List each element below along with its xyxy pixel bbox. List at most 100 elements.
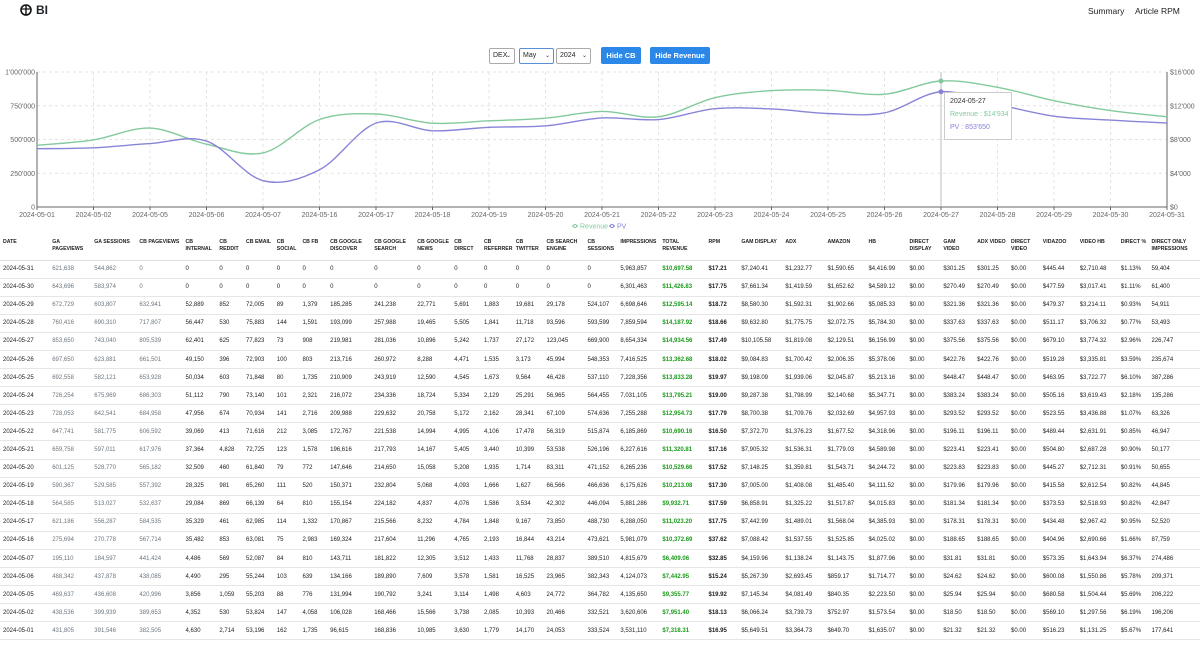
table-cell: $0.00 bbox=[1008, 296, 1040, 315]
column-header[interactable]: CB DIRECT bbox=[451, 236, 481, 261]
table-cell: $1,376.23 bbox=[782, 422, 825, 442]
table-cell: 42,302 bbox=[543, 495, 585, 514]
column-header[interactable]: AMAZON bbox=[824, 236, 866, 261]
column-header[interactable]: DIRECT DISPLAY bbox=[906, 236, 941, 261]
table-cell: 530 bbox=[216, 314, 244, 333]
column-header[interactable]: VIDAZOO bbox=[1039, 236, 1077, 261]
table-cell: 8,654,334 bbox=[617, 332, 660, 351]
column-header[interactable]: GAM VIDEO bbox=[940, 236, 975, 261]
table-cell: $3,706.32 bbox=[1076, 314, 1118, 333]
table-cell: 6,301,463 bbox=[617, 278, 660, 297]
table-cell: 5,068 bbox=[414, 477, 452, 496]
table-cell: 692,558 bbox=[49, 368, 92, 388]
site-select[interactable]: DEX ⌄ bbox=[489, 48, 515, 64]
column-header[interactable]: VIDEO HB bbox=[1076, 236, 1118, 261]
column-header[interactable]: DIRECT ONLY IMPRESSIONS bbox=[1148, 236, 1200, 261]
year-select[interactable]: 2024 ⌄ bbox=[556, 48, 591, 64]
x-tick-label: 2024-05-22 bbox=[641, 212, 677, 219]
column-header[interactable]: CB FB bbox=[299, 236, 328, 261]
column-header[interactable]: HB bbox=[865, 236, 907, 261]
table-cell: $1,525.85 bbox=[824, 531, 866, 551]
tooltip-revenue: Revenue : $14'934 bbox=[950, 111, 1009, 118]
column-header[interactable]: CB GOOGLE DISCOVER bbox=[327, 236, 372, 261]
revenue-pv-chart: 0 $0 250'000 $4'000 500'000 $8'000 750'000 $12'… bbox=[5, 70, 1195, 231]
column-header[interactable]: DATE bbox=[0, 236, 50, 261]
table-cell: 56,447 bbox=[182, 314, 217, 333]
table-cell: 162 bbox=[273, 621, 300, 641]
table-cell: 295 bbox=[216, 567, 244, 587]
table-cell: 213,716 bbox=[327, 350, 372, 370]
nav-summary[interactable]: Summary bbox=[1088, 6, 1125, 16]
column-header[interactable]: DIRECT % bbox=[1117, 236, 1149, 261]
column-header[interactable]: ADX VIDEO bbox=[974, 236, 1009, 261]
hide-revenue-button[interactable]: Hide Revenue bbox=[650, 47, 710, 64]
column-header[interactable]: GA PAGEVIEWS bbox=[49, 236, 92, 261]
column-header[interactable]: CB REFERRER bbox=[480, 236, 513, 261]
column-header[interactable]: CB PAGEVIEWS bbox=[136, 236, 183, 261]
app-logo[interactable]: BI bbox=[20, 3, 48, 17]
x-tick-label: 2024-05-31 bbox=[1149, 212, 1185, 219]
table-cell: $19.00 bbox=[705, 386, 739, 406]
table-cell: 601,125 bbox=[49, 459, 92, 478]
column-header[interactable]: CB SEARCH ENGINE bbox=[543, 236, 585, 261]
x-tick-label: 2024-05-16 bbox=[302, 212, 338, 219]
table-cell: 697,650 bbox=[49, 350, 92, 370]
table-cell: 2024-05-25 bbox=[0, 368, 50, 388]
column-header[interactable]: CB GOOGLE SEARCH bbox=[371, 236, 415, 261]
table-cell: 42,847 bbox=[1148, 495, 1200, 514]
table-cell: 0 bbox=[136, 260, 183, 279]
table-cell: $6,156.99 bbox=[865, 332, 907, 351]
column-header[interactable]: CB GOOGLE NEWS bbox=[414, 236, 452, 261]
table-cell: $505.16 bbox=[1039, 386, 1077, 406]
column-header[interactable]: CB EMAIL bbox=[243, 236, 274, 261]
table-cell: $0.00 bbox=[1008, 531, 1040, 551]
table-cell: 89 bbox=[273, 296, 300, 315]
table-cell: $1,568.04 bbox=[824, 513, 866, 532]
hide-cb-button[interactable]: Hide CB bbox=[601, 47, 641, 64]
x-tick-label: 2024-05-23 bbox=[697, 212, 733, 219]
table-cell: $3,335.81 bbox=[1076, 350, 1118, 370]
table-cell: $4,111.52 bbox=[865, 477, 907, 496]
table-cell: $373.53 bbox=[1039, 495, 1077, 514]
table-cell: 53,824 bbox=[243, 603, 274, 623]
table-cell: $600.08 bbox=[1039, 567, 1077, 587]
table-cell: 9,564 bbox=[512, 368, 544, 388]
table-cell: 51,112 bbox=[182, 386, 217, 406]
column-header[interactable]: GAM DISPLAY bbox=[738, 236, 783, 261]
table-cell: $7,372.70 bbox=[738, 422, 783, 442]
column-header[interactable]: CB SESSIONS bbox=[584, 236, 618, 261]
column-header[interactable]: GA SESSIONS bbox=[91, 236, 137, 261]
table-cell: $223.41 bbox=[974, 440, 1009, 460]
table-cell: 35,482 bbox=[182, 531, 217, 551]
column-header[interactable]: CB REDDIT bbox=[216, 236, 244, 261]
table-cell: 431,805 bbox=[49, 621, 92, 641]
table-cell: 2,129 bbox=[480, 386, 513, 406]
table-cell: $0.00 bbox=[906, 278, 941, 297]
month-select[interactable]: May ⌄ bbox=[519, 48, 554, 64]
table-row: 2024-05-23 728,053 642,541 684,958 47,956 674… bbox=[0, 404, 1200, 424]
table-cell: 0 bbox=[136, 278, 183, 297]
column-header[interactable]: RPM bbox=[705, 236, 739, 261]
table-row: 2024-05-16 275,694 270,778 567,714 35,482 853… bbox=[0, 531, 1200, 551]
column-header[interactable]: DIRECT VIDEO bbox=[1008, 236, 1040, 261]
column-header[interactable]: TOTAL REVENUE bbox=[659, 236, 706, 261]
column-header[interactable]: CB TWITTER bbox=[512, 236, 544, 261]
table-cell: $2,006.35 bbox=[824, 350, 866, 370]
table-cell: 5,505 bbox=[451, 314, 481, 333]
table-cell: 71,616 bbox=[243, 422, 274, 442]
table-cell: $24.62 bbox=[940, 567, 975, 587]
table-cell: 420,996 bbox=[136, 585, 183, 605]
table-cell: 101 bbox=[273, 386, 300, 406]
column-header[interactable]: IMPRESSIONS bbox=[617, 236, 660, 261]
column-header[interactable]: CB SOCIAL bbox=[273, 236, 300, 261]
table-row: 2024-05-26 697,650 623,881 661,501 49,150 396… bbox=[0, 350, 1200, 370]
table-cell: $0.00 bbox=[906, 567, 941, 587]
table-cell: 0 bbox=[299, 278, 328, 297]
table-cell: $0.00 bbox=[906, 549, 941, 569]
table-cell: 25,291 bbox=[512, 386, 544, 406]
table-cell: 6,185,869 bbox=[617, 422, 660, 442]
column-header[interactable]: ADX bbox=[782, 236, 825, 261]
nav-article-rpm[interactable]: Article RPM bbox=[1135, 6, 1180, 16]
table-cell: 29,084 bbox=[182, 495, 217, 514]
column-header[interactable]: CB INTERNAL bbox=[182, 236, 217, 261]
